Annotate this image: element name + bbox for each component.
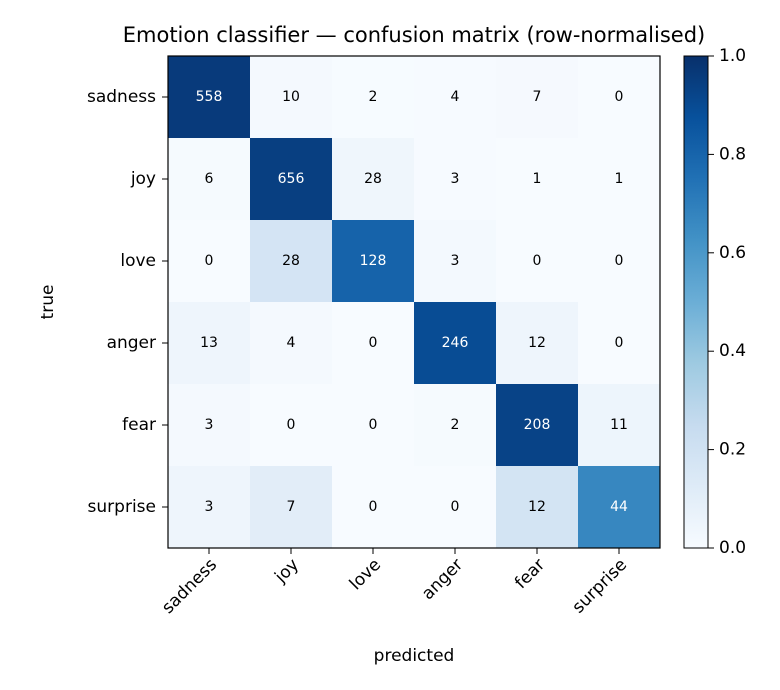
y-tick-label: surprise (88, 497, 156, 517)
cell-label: 246 (442, 335, 469, 351)
cell-label: 11 (610, 417, 628, 433)
cell-label: 28 (282, 253, 300, 269)
y-tick-label: anger (107, 333, 156, 353)
cell-label: 208 (524, 417, 551, 433)
cell-label: 0 (533, 253, 542, 269)
y-axis-label: true (38, 285, 58, 320)
cell-label: 12 (528, 499, 546, 515)
cell-label: 1 (533, 171, 542, 187)
y-tick-label: joy (130, 169, 156, 189)
cell-label: 0 (369, 499, 378, 515)
cell (250, 56, 333, 139)
cell (168, 384, 251, 467)
cell-label: 3 (205, 499, 214, 515)
cell (168, 56, 251, 139)
cell-label: 44 (610, 499, 628, 515)
cell-label: 0 (451, 499, 460, 515)
cell-label: 0 (615, 335, 624, 351)
x-tick-label: anger (418, 555, 467, 604)
x-tick-label: surprise (569, 555, 632, 618)
y-tick-label: love (120, 251, 156, 271)
plot-frame (167, 55, 661, 549)
cell (578, 302, 661, 385)
cell (250, 302, 333, 385)
cell-label: 0 (369, 335, 378, 351)
cell (250, 466, 333, 549)
cell (332, 302, 415, 385)
cell-label: 3 (451, 253, 460, 269)
cell (168, 466, 251, 549)
colorbar-tick-label: 1.0 (719, 46, 746, 66)
cell (414, 384, 497, 467)
y-tick-label: fear (122, 415, 156, 435)
cell-label: 3 (451, 171, 460, 187)
cell-label: 13 (200, 335, 218, 351)
cell (496, 138, 579, 221)
cell-label: 12 (528, 335, 546, 351)
cell-label: 0 (205, 253, 214, 269)
cell (414, 56, 497, 139)
x-tick-label: joy (270, 555, 303, 588)
cell (496, 302, 579, 385)
cell (250, 220, 333, 303)
cell (578, 466, 661, 549)
cell (414, 302, 497, 385)
x-tick-label: sadness (158, 555, 221, 618)
cell-label: 7 (533, 89, 542, 105)
cell (578, 384, 661, 467)
cell-label: 558 (196, 89, 223, 105)
cell-label: 1 (615, 171, 624, 187)
colorbar-tick-label: 0.6 (719, 243, 746, 263)
cell-label: 7 (287, 499, 296, 515)
cell (578, 56, 661, 139)
cell-label: 128 (360, 253, 387, 269)
cell-label: 4 (451, 89, 460, 105)
cell (414, 220, 497, 303)
colorbar-tick-label: 0.4 (719, 341, 746, 361)
cell (250, 138, 333, 221)
cell (332, 138, 415, 221)
cell-label: 0 (369, 417, 378, 433)
cell (496, 56, 579, 139)
cell-label: 0 (615, 89, 624, 105)
cell-label: 2 (451, 417, 460, 433)
cell (496, 466, 579, 549)
cell (168, 138, 251, 221)
cell-label: 3 (205, 417, 214, 433)
cell (332, 56, 415, 139)
cell (578, 220, 661, 303)
x-tick-label: fear (511, 555, 549, 593)
cell-label: 4 (287, 335, 296, 351)
cell (168, 220, 251, 303)
x-axis-label: predicted (374, 646, 455, 666)
cell (332, 384, 415, 467)
cell (168, 302, 251, 385)
cell (332, 466, 415, 549)
cell (414, 138, 497, 221)
colorbar (683, 55, 709, 549)
cell-label: 6 (205, 171, 214, 187)
cell-label: 656 (278, 171, 305, 187)
chart-title: Emotion classifier — confusion matrix (r… (123, 23, 705, 47)
cell-label: 10 (282, 89, 300, 105)
cell (414, 466, 497, 549)
cell (250, 384, 333, 467)
cell-label: 0 (615, 253, 624, 269)
cell-label: 28 (364, 171, 382, 187)
cell (496, 384, 579, 467)
colorbar-tick-label: 0.0 (719, 538, 746, 558)
cell-label: 0 (287, 417, 296, 433)
cell (496, 220, 579, 303)
cell-label: 2 (369, 89, 378, 105)
cell (332, 220, 415, 303)
x-tick-label: love (346, 555, 385, 594)
y-tick-label: sadness (87, 87, 156, 107)
colorbar-tick-label: 0.2 (719, 440, 746, 460)
colorbar-tick-label: 0.8 (719, 144, 746, 164)
cell (578, 138, 661, 221)
